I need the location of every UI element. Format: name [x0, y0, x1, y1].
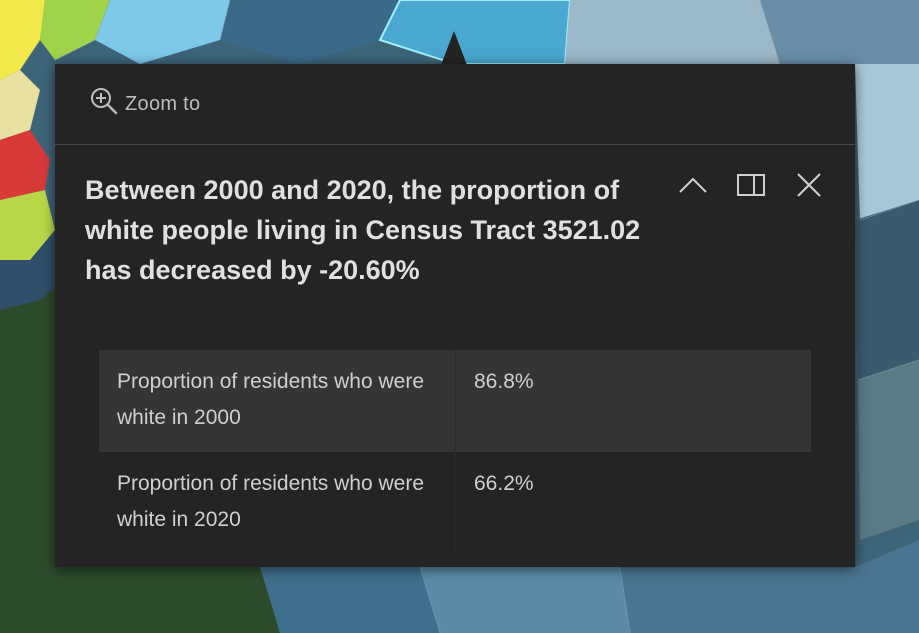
collapse-button[interactable] — [675, 170, 711, 204]
close-icon — [794, 170, 824, 205]
zoom-in-magnifier-icon — [89, 86, 119, 122]
dock-panel-icon — [736, 170, 766, 205]
popup-pointer — [441, 31, 467, 65]
field-label: Proportion of residents who were white i… — [99, 350, 456, 452]
feature-popup: Zoom to Between 2000 and 2020, the propo… — [55, 64, 855, 567]
zoom-to-button[interactable]: Zoom to — [89, 86, 200, 122]
zoom-to-label: Zoom to — [125, 92, 201, 115]
popup-actions — [675, 170, 827, 204]
field-value: 66.2% — [474, 472, 534, 495]
chevron-up-icon — [678, 170, 708, 205]
close-button[interactable] — [791, 170, 827, 204]
field-label: Proportion of residents who were white i… — [99, 452, 456, 554]
table-row: Proportion of residents who were white i… — [99, 452, 811, 554]
popup-title: Between 2000 and 2020, the proportion of… — [85, 175, 641, 285]
field-value: 86.8% — [474, 370, 534, 393]
table-row: Proportion of residents who were white i… — [99, 350, 811, 452]
attribute-table: Proportion of residents who were white i… — [99, 350, 811, 554]
dock-button[interactable] — [733, 170, 769, 204]
popup-header: Zoom to — [55, 64, 855, 145]
